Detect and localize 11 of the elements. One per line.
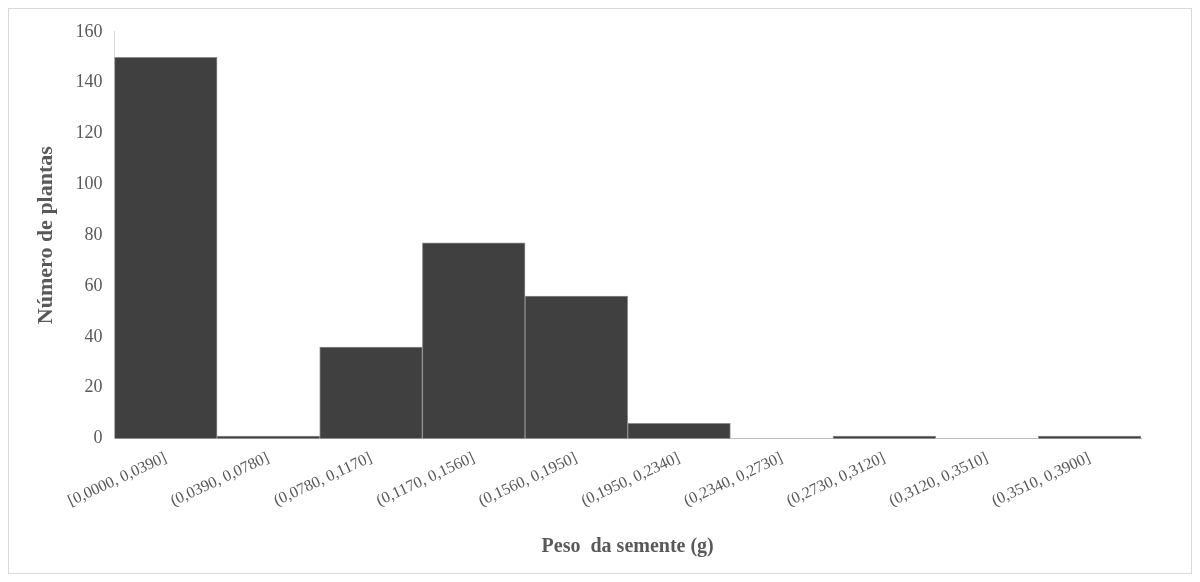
y-tick-label: 120 (75, 122, 103, 143)
y-tick-label: 40 (84, 325, 103, 346)
y-tick-label: 160 (75, 20, 103, 41)
y-tick-label: 140 (75, 71, 103, 92)
y-tick-label: 80 (84, 223, 103, 244)
y-axis-title: Número de plantas (31, 145, 57, 325)
y-tick-label: 20 (84, 376, 103, 397)
y-tick-label: 100 (75, 173, 103, 194)
y-tick-label: 60 (84, 274, 103, 295)
y-tick-label: 0 (93, 427, 103, 448)
x-axis-title: Peso da semente (g) (541, 534, 714, 558)
